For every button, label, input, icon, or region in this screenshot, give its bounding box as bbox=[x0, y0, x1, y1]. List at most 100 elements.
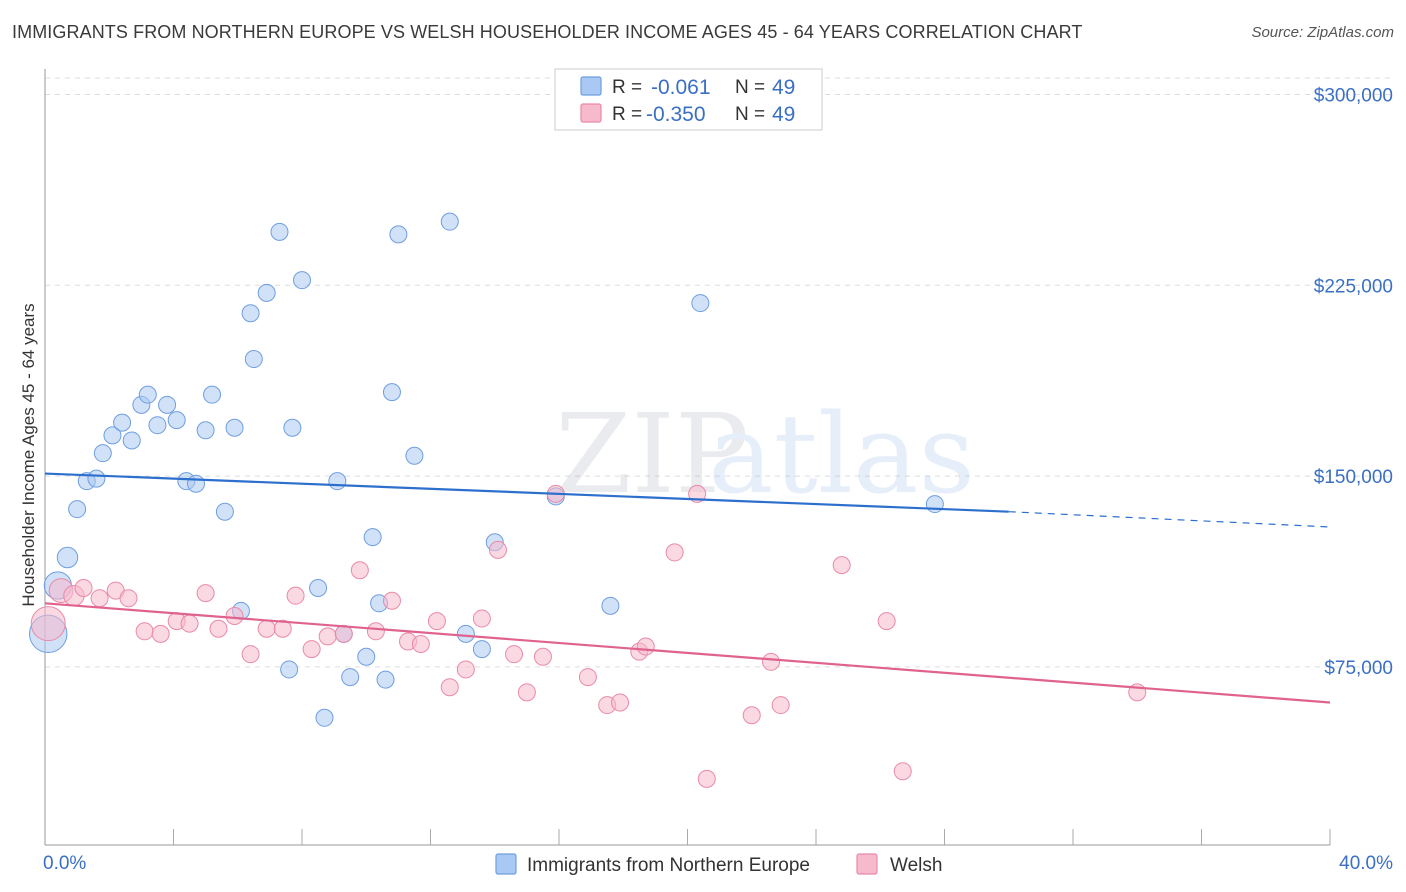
legend-n-value-2: 49 bbox=[772, 103, 795, 126]
x-axis-ticks bbox=[173, 829, 1331, 845]
data-point bbox=[363, 528, 382, 547]
series-legend-label-welsh: Welsh bbox=[890, 855, 942, 876]
data-point bbox=[148, 416, 167, 435]
gridlines bbox=[45, 77, 1393, 668]
data-point bbox=[56, 546, 79, 569]
data-point bbox=[309, 579, 328, 598]
data-point bbox=[93, 444, 112, 463]
legend-r-value-2: -0.350 bbox=[646, 103, 706, 126]
data-point bbox=[636, 637, 655, 656]
legend-n-label-1: N = bbox=[735, 77, 765, 98]
data-point bbox=[427, 612, 446, 631]
data-point bbox=[158, 395, 177, 414]
legend-r-value-1: -0.061 bbox=[651, 76, 711, 99]
data-point bbox=[366, 622, 385, 641]
data-point bbox=[601, 596, 620, 615]
data-point bbox=[456, 660, 475, 679]
data-point bbox=[382, 383, 401, 402]
data-point bbox=[180, 614, 199, 633]
data-point bbox=[215, 502, 234, 521]
data-point bbox=[771, 696, 790, 715]
data-point bbox=[241, 304, 260, 323]
data-point bbox=[122, 431, 141, 450]
data-point bbox=[389, 225, 408, 244]
data-point bbox=[103, 426, 122, 445]
data-point bbox=[74, 579, 93, 598]
data-point bbox=[119, 589, 138, 608]
series-legend: Immigrants from Northern Europe Welsh bbox=[495, 853, 942, 876]
series-legend-label-northern-europe: Immigrants from Northern Europe bbox=[527, 855, 810, 876]
data-point bbox=[440, 678, 459, 697]
data-point bbox=[517, 683, 536, 702]
data-point bbox=[186, 474, 205, 493]
legend-swatch-blue bbox=[580, 76, 602, 96]
data-point bbox=[893, 762, 912, 781]
data-point bbox=[135, 622, 154, 641]
legend-r-label-2: R = bbox=[612, 104, 642, 125]
legend-n-label-2: N = bbox=[735, 104, 765, 125]
data-points bbox=[29, 212, 1147, 788]
y-tick-label: $75,000 bbox=[1324, 658, 1393, 679]
data-point bbox=[318, 627, 337, 646]
data-point bbox=[742, 706, 761, 725]
data-point bbox=[533, 647, 552, 666]
y-axis-title: Householder Income Ages 45 - 64 years bbox=[19, 303, 38, 606]
data-point bbox=[877, 612, 896, 631]
data-point bbox=[665, 543, 684, 562]
data-point bbox=[196, 584, 215, 603]
data-point bbox=[488, 540, 507, 559]
data-point bbox=[283, 418, 302, 437]
y-axis-tick-labels: $75,000 $150,000 $225,000 $300,000 bbox=[1314, 85, 1393, 678]
data-point bbox=[30, 606, 66, 642]
data-point bbox=[697, 769, 716, 788]
data-point bbox=[472, 609, 491, 628]
data-point bbox=[209, 619, 228, 638]
data-point bbox=[611, 693, 630, 712]
data-point bbox=[241, 645, 260, 664]
data-point bbox=[138, 385, 157, 404]
watermark: ZIP atlas bbox=[555, 390, 975, 518]
data-point bbox=[341, 668, 360, 687]
series-welsh-points bbox=[30, 484, 1147, 788]
y-tick-label: $225,000 bbox=[1314, 276, 1393, 297]
chart-title: IMMIGRANTS FROM NORTHERN EUROPE VS WELSH… bbox=[12, 22, 1083, 42]
data-point bbox=[382, 591, 401, 610]
legend-r-label-1: R = bbox=[612, 77, 642, 98]
data-point bbox=[196, 421, 215, 440]
data-point bbox=[113, 413, 132, 432]
trend-line-northern-europe-extrapolation bbox=[1008, 511, 1331, 528]
trend-line-welsh bbox=[44, 602, 1331, 704]
data-point bbox=[350, 561, 369, 580]
source-credit: Source: ZipAtlas.com bbox=[1251, 24, 1394, 41]
data-point bbox=[203, 385, 222, 404]
data-point bbox=[257, 619, 276, 638]
data-point bbox=[302, 640, 321, 659]
data-point bbox=[151, 624, 170, 643]
x-tick-label-min: 0.0% bbox=[43, 853, 86, 874]
data-point bbox=[578, 668, 597, 687]
data-point bbox=[273, 619, 292, 638]
data-point bbox=[293, 271, 311, 290]
data-point bbox=[225, 418, 244, 437]
data-point bbox=[405, 446, 424, 465]
data-point bbox=[328, 472, 347, 491]
data-point bbox=[167, 411, 186, 430]
data-point bbox=[376, 670, 395, 689]
data-point bbox=[505, 645, 524, 664]
data-point bbox=[68, 500, 87, 519]
legend-n-value-1: 49 bbox=[772, 76, 795, 99]
trend-line-northern-europe bbox=[44, 472, 1009, 513]
data-point bbox=[315, 708, 334, 727]
data-point bbox=[832, 556, 851, 575]
series-legend-swatch-welsh bbox=[856, 853, 878, 875]
series-legend-swatch-northern-europe bbox=[495, 853, 517, 875]
correlation-legend: R = -0.061 N = 49 R = -0.350 N = 49 bbox=[554, 68, 823, 131]
data-point bbox=[244, 350, 263, 369]
data-point bbox=[280, 660, 299, 679]
y-tick-label: $300,000 bbox=[1314, 85, 1393, 106]
data-point bbox=[691, 294, 710, 313]
data-point bbox=[286, 586, 305, 605]
data-point bbox=[440, 212, 459, 231]
data-point bbox=[762, 652, 781, 671]
